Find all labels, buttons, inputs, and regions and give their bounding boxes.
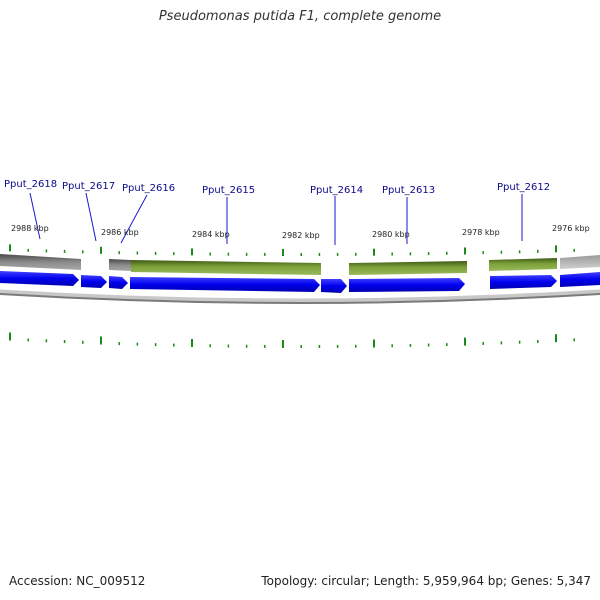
gene-label-pput-2618[interactable]: Pput_2618 [4, 179, 57, 190]
scale-label: 2988 kbp [11, 224, 49, 233]
gene-label-pput-2613[interactable]: Pput_2613 [382, 185, 435, 196]
inner-scale-ticks [9, 332, 575, 348]
leader-line [85, 192, 97, 242]
cds-arrow-pput-2614[interactable] [321, 279, 347, 293]
genome-backbone-edge [0, 293, 600, 304]
feature-segment[interactable] [560, 255, 600, 269]
scale-label: 2982 kbp [282, 231, 320, 240]
gene-label-pput-2612[interactable]: Pput_2612 [497, 182, 550, 193]
scale-label: 2984 kbp [192, 230, 230, 239]
cds-arrow-pput-2615[interactable] [130, 277, 320, 292]
feature-segment[interactable] [489, 258, 557, 271]
cds-arrow-pput-2616[interactable] [109, 276, 128, 289]
scale-label: 2976 kbp [552, 224, 590, 233]
cds-arrow-pput-2613[interactable] [349, 278, 465, 292]
scale-label: 2986 kbp [101, 228, 139, 237]
genome-stats-text: Topology: circular; Length: 5,959,964 bp… [261, 574, 591, 588]
gene-label-pput-2617[interactable]: Pput_2617 [62, 181, 115, 192]
scale-label: 2980 kbp [372, 230, 410, 239]
leader-line [29, 192, 41, 240]
leader-line [120, 194, 148, 244]
gene-labels: Pput_2618 Pput_2617 Pput_2616 Pput_2615 … [4, 179, 550, 196]
cds-track [0, 271, 600, 293]
cds-arrow-next[interactable] [560, 272, 600, 287]
cds-arrow-pput-2612[interactable] [490, 275, 557, 289]
cds-arrow-pput-2618[interactable] [0, 271, 79, 286]
gene-label-pput-2616[interactable]: Pput_2616 [122, 183, 175, 194]
genome-title: Pseudomonas putida F1, complete genome [158, 9, 442, 24]
scale-labels: 2988 kbp 2986 kbp 2984 kbp 2982 kbp 2980… [11, 224, 590, 240]
feature-segment[interactable] [349, 261, 467, 275]
accession-text: Accession: NC_009512 [9, 574, 146, 588]
scale-label: 2978 kbp [462, 228, 500, 237]
outer-scale-ticks [9, 244, 575, 256]
gene-leader-lines [29, 192, 523, 245]
feature-segment[interactable] [0, 254, 81, 270]
feature-segment[interactable] [109, 259, 131, 271]
feature-segment[interactable] [131, 260, 321, 275]
gene-label-pput-2614[interactable]: Pput_2614 [310, 185, 363, 196]
feature-track [0, 254, 600, 275]
genome-backbone [0, 289, 600, 304]
gene-label-pput-2615[interactable]: Pput_2615 [202, 185, 255, 196]
cds-arrow-pput-2617[interactable] [81, 275, 107, 288]
